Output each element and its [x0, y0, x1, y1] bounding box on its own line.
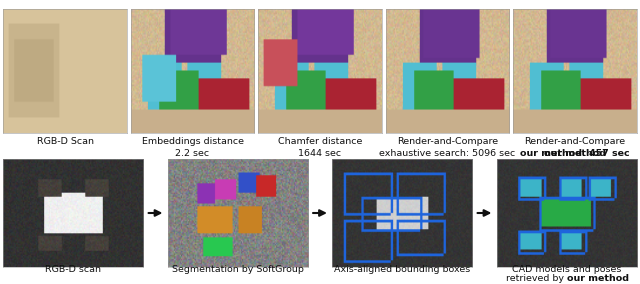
Text: Render-and-Compare: Render-and-Compare — [524, 137, 625, 146]
Text: our method: our method — [544, 149, 606, 158]
Text: Chamfer distance: Chamfer distance — [278, 137, 362, 146]
Text: retrieved by: retrieved by — [506, 274, 567, 283]
Text: exhaustive search: 5096 sec: exhaustive search: 5096 sec — [380, 149, 516, 158]
Text: 1644 sec: 1644 sec — [298, 149, 342, 158]
Text: our method: our method — [567, 274, 628, 283]
Text: Embeddings distance: Embeddings distance — [141, 137, 243, 146]
Text: Axis-aligned bounding boxes: Axis-aligned bounding boxes — [334, 265, 470, 274]
Text: CAD models and poses: CAD models and poses — [512, 265, 621, 274]
Text: Render-and-Compare: Render-and-Compare — [397, 137, 498, 146]
Text: RGB-D scan: RGB-D scan — [45, 265, 101, 274]
Text: RGB-D Scan: RGB-D Scan — [36, 137, 93, 146]
Text: our method: 457 sec: our method: 457 sec — [520, 149, 630, 158]
Text: 2.2 sec: 2.2 sec — [175, 149, 209, 158]
Text: Segmentation by SoftGroup: Segmentation by SoftGroup — [172, 265, 304, 274]
